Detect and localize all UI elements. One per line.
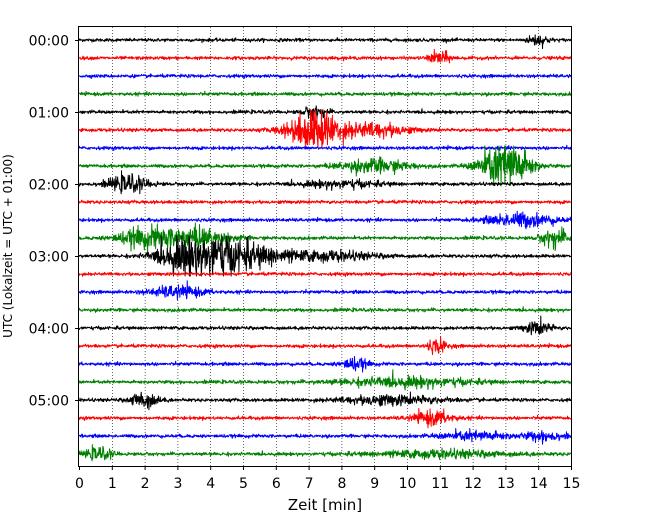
y-axis-ticks: 00:00 01:00 02:00 03:00 04:00 05:00: [29, 34, 79, 410]
trace-0015: [78, 48, 572, 64]
trace-0400: [78, 315, 572, 336]
x-tick-label-12: 12: [464, 476, 482, 492]
x-tick-label-1: 1: [108, 476, 117, 492]
trace-0330: [78, 280, 572, 301]
trace-0445: [78, 369, 572, 391]
x-tick-label-6: 6: [272, 476, 281, 492]
x-tick-label-4: 4: [206, 476, 215, 492]
trace-0530: [78, 427, 572, 445]
y-tick-label-01:00: 01:00: [29, 106, 69, 122]
x-tick-label-13: 13: [497, 476, 515, 492]
trace-0300: [78, 235, 572, 277]
trace-0315: [78, 271, 572, 278]
y-tick-label-05:00: 05:00: [29, 394, 69, 410]
trace-0515: [78, 407, 572, 429]
x-tick-label-7: 7: [305, 476, 314, 492]
trace-0215: [78, 199, 572, 206]
trace-0500: [78, 391, 572, 411]
x-tick-label-10: 10: [399, 476, 417, 492]
y-tick-label-03:00: 03:00: [29, 250, 69, 266]
trace-0030: [78, 73, 572, 80]
x-tick-label-8: 8: [337, 476, 346, 492]
x-tick-label-14: 14: [530, 476, 548, 492]
trace-0430: [78, 355, 572, 373]
x-tick-label-3: 3: [173, 476, 182, 492]
trace-0130: [78, 144, 572, 152]
trace-0415: [78, 336, 572, 356]
y-axis-label: UTC (Lokalzeit = UTC + 01:00): [1, 154, 15, 338]
trace-0045: [78, 90, 572, 97]
trace-0345: [78, 306, 572, 313]
x-axis-label: Zeit [min]: [288, 496, 362, 514]
x-axis-ticks: 0 1 2 3 4 5 6 7 8 9 10 11 12 13 14 15: [75, 466, 580, 492]
trace-0115: [78, 109, 572, 149]
trace-0145: [78, 145, 572, 187]
trace-layer: [78, 34, 572, 462]
x-tick-label-0: 0: [75, 476, 84, 492]
trace-0000: [78, 34, 572, 50]
x-tick-label-5: 5: [239, 476, 248, 492]
x-tick-label-11: 11: [431, 476, 449, 492]
plot-frame: [78, 26, 572, 467]
x-tick-label-2: 2: [141, 476, 150, 492]
trace-0100: [78, 105, 572, 121]
trace-0545: [78, 444, 572, 462]
y-tick-label-02:00: 02:00: [29, 178, 69, 194]
x-tick-label-15: 15: [563, 476, 581, 492]
y-tick-label-04:00: 04:00: [29, 322, 69, 338]
y-tick-label-00:00: 00:00: [29, 34, 69, 50]
x-tick-label-9: 9: [370, 476, 379, 492]
trace-0230: [78, 210, 572, 230]
trace-0200: [78, 170, 572, 195]
